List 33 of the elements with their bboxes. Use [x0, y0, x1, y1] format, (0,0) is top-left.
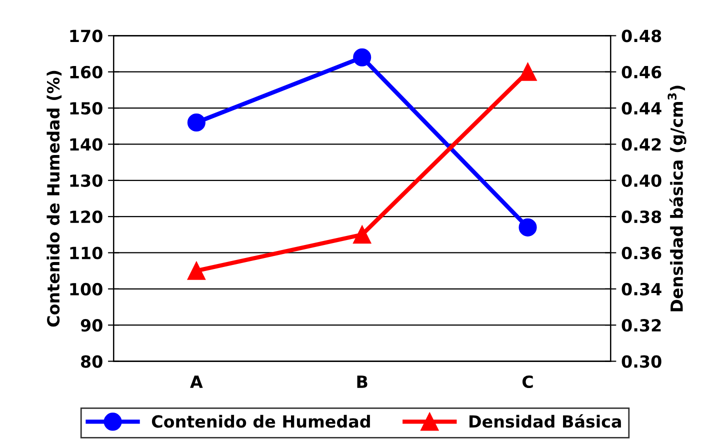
- point: [187, 113, 206, 132]
- y-tick-label: 110: [70, 246, 102, 260]
- y-tick-label: 90: [80, 319, 102, 332]
- y2-tick-label: 0.42: [622, 138, 661, 151]
- x-tick-label: A: [190, 376, 203, 388]
- y-tick-label: 130: [70, 174, 102, 187]
- y2-tick-label: 0.36: [622, 246, 662, 260]
- x-tick-label: C: [522, 375, 533, 388]
- y-tick-label: 120: [70, 210, 102, 224]
- y2-tick-label: 0.40: [622, 174, 662, 187]
- y2-tick-label: 0.44: [622, 102, 662, 115]
- legend-label: Densidad Básica: [470, 414, 621, 428]
- y-tick-label: 150: [70, 102, 102, 115]
- y2-axis-title: Densidad básica (g/cm$^{3}$): [668, 86, 686, 312]
- point: [353, 48, 372, 66]
- y2-tick-label: 0.34: [622, 282, 662, 296]
- y-axis-title: Contenido de Humedad (%): [46, 70, 62, 327]
- y2-tick-label: 0.30: [622, 355, 662, 368]
- y2-tick-label: 0.46: [622, 66, 662, 78]
- y-tick-label: 160: [70, 66, 102, 78]
- point: [518, 218, 537, 236]
- point: [187, 262, 206, 280]
- y-tick-label: 170: [70, 30, 102, 42]
- legend-label: Contenido de Humedad: [152, 414, 370, 428]
- y2-tick-label: 0.48: [622, 30, 662, 42]
- x-tick-label: B: [357, 376, 368, 388]
- y2-tick-label: 0.38: [622, 210, 662, 224]
- y-tick-label: 100: [70, 282, 102, 296]
- point: [518, 62, 537, 81]
- y-tick-label: 80: [81, 355, 102, 368]
- point: [353, 226, 372, 244]
- y-tick-label: 140: [70, 138, 102, 151]
- y2-tick-label: 0.32: [622, 319, 661, 332]
